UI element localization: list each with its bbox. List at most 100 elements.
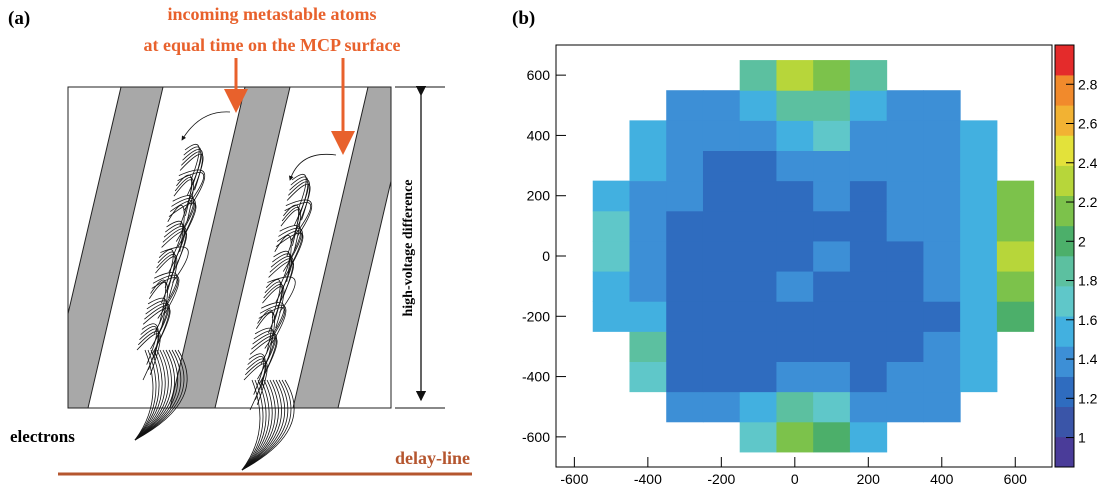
heat-cell — [813, 240, 851, 272]
heat-cell — [739, 301, 777, 332]
heat-cell — [923, 391, 961, 423]
x-tick-label: 200 — [857, 471, 881, 487]
mcp-box — [67, 86, 392, 409]
trajectory — [134, 349, 157, 441]
y-tick-label: -400 — [522, 369, 550, 385]
trajectory — [142, 307, 171, 355]
heat-cell — [592, 210, 630, 242]
heat-cell — [739, 391, 777, 423]
panel-label: (b) — [512, 8, 535, 29]
heat-cell — [739, 421, 777, 453]
heat-cell — [702, 150, 741, 182]
trajectory — [241, 379, 264, 471]
trajectory — [152, 274, 180, 314]
heat-cell — [666, 150, 704, 182]
heat-cell — [702, 361, 741, 393]
heat-cell — [776, 180, 814, 212]
colorbar-tick-label: 1 — [1078, 430, 1086, 446]
heatmap — [592, 60, 1035, 453]
heat-cell — [813, 120, 851, 151]
colorbar-tick-label: 1.2 — [1078, 390, 1098, 406]
trajectory — [148, 281, 168, 329]
heat-cell — [996, 180, 1035, 212]
heat-cell — [702, 271, 741, 302]
trajectory — [134, 349, 160, 441]
colorbar-tick-label: 2.2 — [1078, 194, 1098, 210]
heat-cell — [776, 240, 814, 272]
heat-cell — [739, 331, 777, 362]
heat-cell — [886, 150, 924, 182]
trajectory — [288, 153, 337, 181]
heat-cell — [776, 361, 814, 393]
heat-cell — [776, 391, 814, 423]
heat-cell — [813, 331, 851, 362]
heat-cell — [592, 240, 630, 272]
annotation: incoming metastable atoms — [168, 4, 377, 24]
trajectory — [286, 183, 311, 231]
heat-cell — [886, 331, 924, 362]
heat-cell — [996, 210, 1035, 242]
heat-cell — [849, 271, 888, 302]
trajectory — [255, 311, 275, 359]
heat-cell — [960, 271, 998, 302]
trajectory — [243, 363, 267, 411]
colorbar-tick-label: 1.4 — [1078, 351, 1098, 367]
heat-cell — [886, 210, 924, 242]
heat-cell — [629, 271, 667, 302]
trajectory — [285, 199, 313, 236]
heat-cell — [739, 210, 777, 242]
trajectory — [259, 304, 287, 344]
heat-cell — [629, 240, 667, 272]
heat-cell — [629, 210, 667, 242]
heat-cell — [813, 210, 851, 242]
colorbar-tick-label: 2.6 — [1078, 116, 1098, 132]
trajectory — [252, 332, 278, 375]
heat-cell — [813, 391, 851, 423]
trajectory — [268, 260, 295, 308]
heat-cell — [702, 301, 741, 332]
trajectory — [134, 349, 188, 441]
y-tick-label: -200 — [522, 308, 550, 324]
heat-cell — [666, 240, 704, 272]
colorbar-band — [1055, 165, 1074, 197]
heat-cell — [923, 301, 961, 332]
trajectory — [134, 349, 169, 441]
heat-cell — [849, 210, 888, 242]
heat-cell — [996, 301, 1035, 332]
heat-cell — [886, 271, 924, 302]
heat-cell — [960, 331, 998, 362]
heat-cell — [592, 301, 630, 332]
trajectory — [178, 169, 206, 206]
heat-cell — [702, 210, 741, 242]
trajectory — [136, 333, 160, 381]
heat-cell — [739, 240, 777, 272]
heat-cell — [666, 90, 704, 121]
colorbar-tick-label: 2.8 — [1078, 76, 1098, 92]
heat-cell — [960, 210, 998, 242]
heat-cell — [886, 90, 924, 121]
trajectory — [241, 379, 282, 471]
heat-cell — [702, 120, 741, 151]
trajectory — [241, 379, 267, 471]
colorbar-band — [1055, 376, 1074, 408]
heat-cell — [739, 180, 777, 212]
trajectory — [174, 177, 194, 222]
trajectory — [249, 337, 278, 385]
y-tick-label: 200 — [527, 188, 551, 204]
heat-cell — [849, 361, 888, 393]
heat-cell — [813, 60, 851, 91]
trajectory — [168, 202, 197, 247]
heat-cell — [702, 180, 741, 212]
heat-cell — [702, 391, 741, 423]
trajectory — [137, 331, 161, 376]
heat-cell — [923, 331, 961, 362]
heat-cell — [776, 301, 814, 332]
heat-cell — [960, 150, 998, 182]
colorbar-band — [1055, 256, 1074, 287]
heat-cell — [739, 120, 777, 151]
trajectory — [278, 227, 303, 267]
trajectory — [280, 209, 300, 257]
heat-cell — [813, 301, 851, 332]
colorbar-tick-label: 1.8 — [1078, 273, 1098, 289]
heat-cell — [886, 120, 924, 151]
